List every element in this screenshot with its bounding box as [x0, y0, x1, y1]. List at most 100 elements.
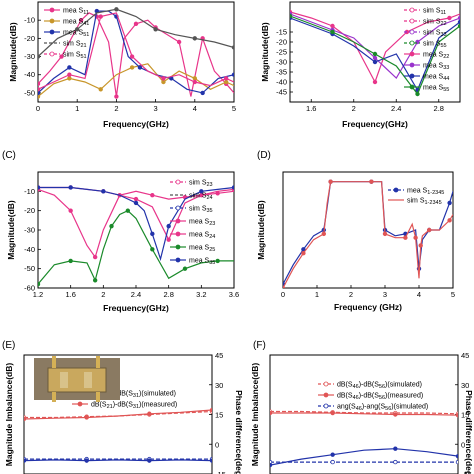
legend-label: ang(S46)-ang(S56)(simulated): [337, 404, 428, 413]
data-point: [114, 7, 119, 12]
data-point: [372, 59, 378, 65]
y2-tick-label: -15: [461, 470, 472, 474]
sma-connector: [96, 392, 100, 402]
series-line: [38, 186, 234, 262]
data-point: [330, 29, 335, 35]
legend-item: sim S51: [44, 51, 87, 61]
data-point: [457, 23, 460, 29]
legend-marker: [175, 205, 181, 211]
data-point: [182, 266, 188, 271]
data-point: [330, 23, 335, 29]
legend-item: mea S51: [44, 30, 89, 38]
legend-label: mea S55: [423, 85, 449, 94]
data-point: [150, 192, 155, 198]
legend-marker: [323, 403, 329, 409]
series-line: [38, 12, 234, 97]
legend-marker: [49, 51, 55, 57]
legend-item: mea S35: [170, 257, 215, 266]
data-point: [166, 223, 171, 229]
series-line: [270, 410, 458, 415]
legend-marker: [393, 187, 399, 193]
pcb-board: [47, 367, 107, 393]
data-point: [372, 51, 378, 57]
series-group: [24, 407, 212, 463]
data-point: [200, 90, 205, 96]
panel-c: 1.2 1.6 2 2.4 2.8 3.2 3.6 -10 -20 -30 -40 -50 -60 Fre…: [2, 150, 239, 313]
legend-item: dB(S21)-dB(S31)(measured): [72, 402, 177, 410]
data-point: [455, 413, 458, 418]
data-point: [393, 412, 398, 417]
x-tick-label: 4: [417, 290, 421, 299]
y-tick-label: -45: [276, 88, 287, 97]
x-tick-label: 4: [193, 104, 197, 113]
data-point: [192, 79, 197, 85]
data-point: [38, 54, 41, 59]
y-tick-label: -30: [276, 58, 287, 67]
data-point: [38, 281, 41, 287]
data-point: [413, 235, 418, 240]
data-point: [129, 54, 135, 59]
pcb-trace: [60, 372, 68, 388]
data-point: [330, 410, 335, 416]
legend-item: mea S1-2345: [388, 187, 444, 196]
x-tick-label: 2.4: [131, 290, 141, 299]
y-tick-label: -40: [276, 78, 287, 87]
legend-item: sim S23: [170, 180, 213, 189]
y-axis-label: Magnitude Imbalance(dB): [4, 363, 14, 467]
y-tick-label: -20: [276, 38, 287, 47]
panel-f: 45 30 15 0 -15Phase difference(deg) Magnitude…: [250, 340, 474, 474]
data-point: [231, 185, 234, 190]
x-axis-label: Frequency(GHz): [103, 119, 169, 129]
legend-label: mea S24: [189, 232, 215, 241]
legend-item: sim S35: [170, 205, 213, 215]
legend-marker: [409, 84, 415, 90]
x-tick-label: 2.4: [391, 104, 401, 113]
y-tick-label: -10: [24, 16, 35, 25]
plot-frame: [37, 1, 235, 103]
data-point: [166, 237, 171, 242]
data-point: [38, 81, 41, 87]
y-tick-label: -15: [276, 28, 287, 37]
data-point: [38, 185, 41, 190]
y-axis-label: Magnitude(dB): [6, 200, 16, 260]
y-tick-label: -30: [24, 226, 35, 235]
legend-item: mea S23: [170, 219, 215, 227]
data-point: [447, 200, 452, 206]
data-point: [330, 459, 335, 465]
y2-tick-label: 15: [461, 411, 469, 420]
data-point: [330, 452, 335, 457]
legend-label: sim S23: [189, 180, 213, 189]
data-point: [455, 459, 458, 465]
data-point: [457, 19, 460, 25]
data-point: [372, 79, 378, 85]
data-point: [67, 72, 72, 77]
y2-axis-label: Phase difference(deg): [234, 390, 244, 474]
data-point: [270, 410, 273, 416]
legend-label: dB(S46)-dB(S56)(measured): [337, 393, 423, 402]
data-point: [74, 27, 80, 32]
x-tick-label: 2.8: [163, 290, 173, 299]
data-point: [223, 76, 229, 81]
y-tick-label: -35: [276, 68, 287, 77]
legend-item: sim S22: [404, 19, 447, 27]
legend-label: sim S51: [63, 52, 87, 61]
y-axis-label: Magnitude Imbalance(dB): [250, 363, 260, 467]
data-point: [129, 65, 135, 70]
y-tick-label: -50: [24, 88, 35, 97]
series-group: [270, 409, 458, 468]
data-point: [270, 462, 273, 468]
y-tick-label: -30: [24, 52, 35, 61]
legend-item: sim S24: [170, 193, 213, 201]
data-point: [101, 189, 106, 194]
panel-label: (F): [253, 340, 266, 351]
legend-marker: [175, 257, 181, 263]
panel-a: 0 1 2 3 4 5 -10 -20 -30 -40 -50 Frequency(GHz) Magni…: [8, 1, 236, 129]
legend-item: mea S44: [404, 74, 449, 83]
x-tick-label: 3: [154, 104, 158, 113]
data-point: [68, 258, 73, 264]
legend-label: mea S44: [423, 74, 449, 83]
legend-label: sim S35: [189, 206, 213, 215]
data-point: [231, 72, 234, 77]
x-tick-label: 2: [114, 104, 118, 113]
